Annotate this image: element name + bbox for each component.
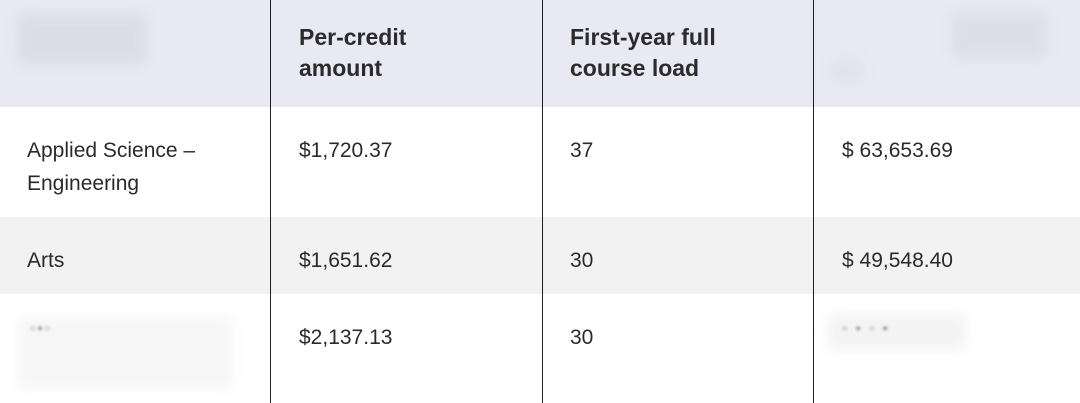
cell-course-load: 37 (570, 139, 594, 162)
redacted-total-value (828, 314, 966, 350)
column-divider (813, 0, 814, 403)
cell-course-load: 30 (570, 249, 594, 272)
cell-program: Applied Science – Engineering (0, 107, 271, 217)
cell-program: Arts (27, 249, 65, 272)
table-row: Applied Science – Engineering $1,720.37 3… (0, 107, 1080, 217)
cell-course-load: 30 (570, 326, 594, 349)
header-cell-course-load: First-year full course load (543, 0, 814, 107)
cell-total: $ 49,548.40 (842, 249, 953, 272)
header-cell-per-credit: Per-credit amount (271, 0, 543, 107)
redacted-total-glyphs: ▫ ▪ ▫ ▪ (842, 320, 890, 337)
column-divider (270, 0, 271, 403)
table-header-row: Per-credit amount First-year full course l… (0, 0, 1080, 107)
header-per-credit-label: Per-credit amount (299, 24, 407, 81)
program-label: Applied Science – Engineering (27, 139, 196, 195)
redacted-header-program (18, 14, 146, 64)
header-course-load-label: First-year full course load (570, 24, 716, 81)
redacted-program-glyphs: ▫▪▫ (30, 320, 52, 337)
redacted-header-total-fragment (832, 58, 862, 82)
cell-per-credit: $1,720.37 (299, 139, 393, 162)
redacted-header-total (952, 12, 1047, 58)
column-divider (542, 0, 543, 403)
cell-total: $ 63,653.69 (842, 139, 953, 162)
cell-per-credit: $2,137.13 (299, 326, 393, 349)
cell-per-credit: $1,651.62 (299, 249, 393, 272)
table-row: Arts $1,651.62 30 $ 49,548.40 (0, 217, 1080, 294)
redacted-program-name (18, 318, 232, 388)
